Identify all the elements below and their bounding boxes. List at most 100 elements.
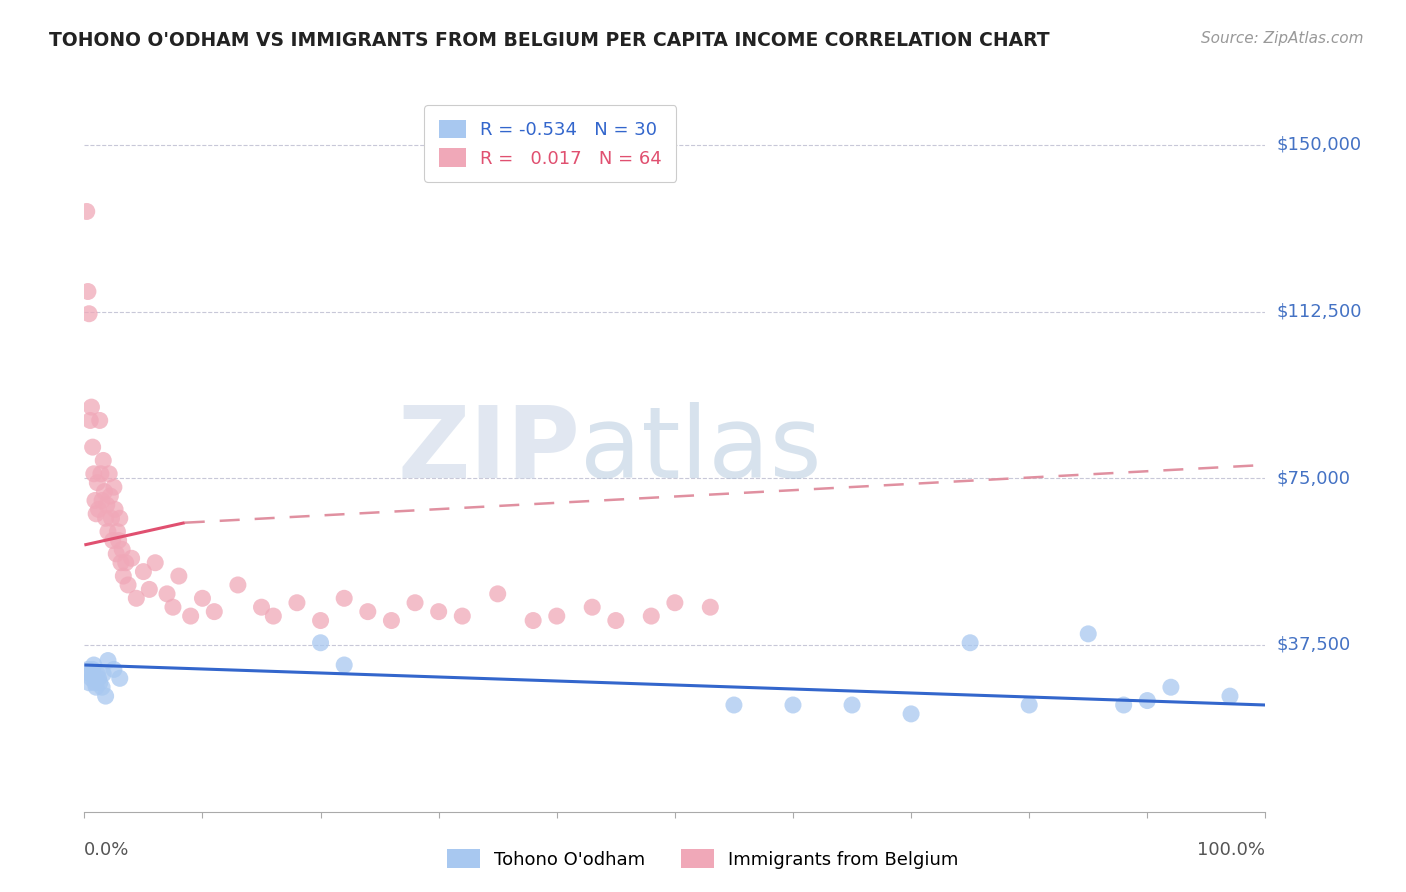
Point xyxy=(226,578,249,592)
Point xyxy=(1160,680,1182,694)
Point xyxy=(104,502,127,516)
Point xyxy=(96,498,118,512)
Point xyxy=(959,636,981,650)
Point xyxy=(89,413,111,427)
Point xyxy=(309,636,332,650)
Point xyxy=(83,658,105,673)
Point xyxy=(191,591,214,606)
Point xyxy=(333,591,356,606)
Point xyxy=(132,565,155,579)
Legend: R = -0.534   N = 30, R =   0.017   N = 64: R = -0.534 N = 30, R = 0.017 N = 64 xyxy=(425,105,676,182)
Point xyxy=(108,671,131,685)
Point xyxy=(80,400,103,414)
Point xyxy=(87,502,110,516)
Point xyxy=(138,582,160,597)
Point xyxy=(1112,698,1135,712)
Point xyxy=(114,556,136,570)
Point xyxy=(333,658,356,673)
Point xyxy=(87,671,110,685)
Point xyxy=(110,556,132,570)
Point xyxy=(162,600,184,615)
Point xyxy=(98,489,121,503)
Point xyxy=(82,662,104,676)
Point xyxy=(79,666,101,681)
Point xyxy=(111,542,134,557)
Point xyxy=(1077,627,1099,641)
Point xyxy=(80,671,103,685)
Point xyxy=(180,609,202,624)
Point xyxy=(89,675,111,690)
Point xyxy=(202,605,225,619)
Point xyxy=(91,680,114,694)
Point xyxy=(486,587,509,601)
Point xyxy=(76,204,98,219)
Point xyxy=(309,614,332,628)
Point xyxy=(380,614,402,628)
Point xyxy=(108,511,131,525)
Point xyxy=(723,698,745,712)
Text: ZIP: ZIP xyxy=(398,402,581,499)
Point xyxy=(86,666,108,681)
Text: 100.0%: 100.0% xyxy=(1198,840,1265,859)
Point xyxy=(84,675,107,690)
Point xyxy=(103,662,125,676)
Point xyxy=(86,475,108,490)
Point xyxy=(841,698,863,712)
Point xyxy=(82,440,104,454)
Point xyxy=(143,556,166,570)
Point xyxy=(84,493,107,508)
Point xyxy=(100,511,122,525)
Point xyxy=(605,614,627,628)
Point xyxy=(97,654,120,668)
Point xyxy=(84,507,107,521)
Point xyxy=(83,467,105,481)
Text: $75,000: $75,000 xyxy=(1277,469,1351,487)
Point xyxy=(125,591,148,606)
Text: 0.0%: 0.0% xyxy=(84,840,129,859)
Point xyxy=(94,689,117,703)
Point xyxy=(101,533,124,548)
Point xyxy=(90,467,112,481)
Point xyxy=(451,609,474,624)
Point xyxy=(357,605,380,619)
Point xyxy=(107,533,129,548)
Point xyxy=(121,551,143,566)
Point xyxy=(91,453,114,467)
Point xyxy=(105,547,128,561)
Text: $112,500: $112,500 xyxy=(1277,302,1362,320)
Point xyxy=(77,307,100,321)
Point xyxy=(77,675,100,690)
Point xyxy=(97,524,120,539)
Point xyxy=(91,493,114,508)
Point xyxy=(285,596,308,610)
Point xyxy=(93,484,115,499)
Point xyxy=(1136,693,1159,707)
Point xyxy=(581,600,603,615)
Point xyxy=(640,609,662,624)
Point xyxy=(94,511,117,525)
Point xyxy=(404,596,426,610)
Point xyxy=(782,698,804,712)
Point xyxy=(167,569,190,583)
Point xyxy=(91,666,114,681)
Point xyxy=(84,680,107,694)
Point xyxy=(699,600,721,615)
Point xyxy=(98,467,121,481)
Point xyxy=(156,587,179,601)
Point xyxy=(262,609,284,624)
Point xyxy=(77,285,100,299)
Point xyxy=(522,614,544,628)
Point xyxy=(427,605,450,619)
Text: $150,000: $150,000 xyxy=(1277,136,1361,153)
Point xyxy=(117,578,139,592)
Legend: Tohono O'odham, Immigrants from Belgium: Tohono O'odham, Immigrants from Belgium xyxy=(440,842,966,876)
Point xyxy=(1018,698,1040,712)
Point xyxy=(250,600,273,615)
Point xyxy=(79,413,101,427)
Point xyxy=(900,706,922,721)
Text: Source: ZipAtlas.com: Source: ZipAtlas.com xyxy=(1201,31,1364,46)
Text: atlas: atlas xyxy=(581,402,823,499)
Point xyxy=(107,524,129,539)
Text: $37,500: $37,500 xyxy=(1277,636,1351,654)
Point xyxy=(77,662,100,676)
